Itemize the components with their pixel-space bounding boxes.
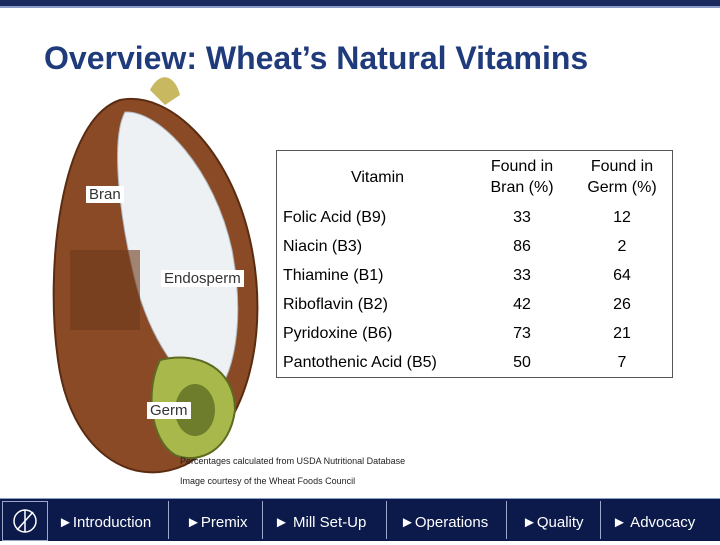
table-cell: 64 <box>613 266 631 284</box>
label: Endosperm <box>161 270 244 287</box>
table-cell: 33 <box>513 208 531 226</box>
note: Image courtesy of the Wheat Foods Counci… <box>180 476 356 486</box>
table-cell: 12 <box>613 208 631 226</box>
table-cell: Thiamine (B1) <box>283 266 384 284</box>
top-bar <box>0 0 720 8</box>
table-cell: 86 <box>513 237 531 255</box>
nav-separator <box>386 501 387 539</box>
table-cell: 42 <box>513 295 531 313</box>
table-row: Niacin (B3) 86 2 <box>277 232 673 261</box>
nav-separator <box>168 501 169 539</box>
table-cell: Pyridoxine (B6) <box>283 324 393 342</box>
logo-icon <box>13 509 37 533</box>
table-cell: 73 <box>513 324 531 342</box>
table-row: Pyridoxine (B6) 73 21 <box>277 319 673 348</box>
table-cell: 7 <box>617 353 627 371</box>
nav-item[interactable]: ►Introduction <box>58 514 152 531</box>
label: Bran <box>86 186 124 203</box>
table-cell: 33 <box>513 266 531 284</box>
header-row: Vitamin Found in Bran (%) Found in Germ … <box>277 151 673 204</box>
header-cell: Found in Bran (%) <box>490 158 554 196</box>
table-cell: Pantothenic Acid (B5) <box>283 353 437 371</box>
nav-separator <box>600 501 601 539</box>
logo[interactable] <box>2 501 48 541</box>
table-cell: Folic Acid (B9) <box>283 208 387 226</box>
nav-bar: ►Introduction ►Premix ► Mill Set-Up ►Operat… <box>0 498 720 541</box>
nav-item[interactable]: ►Operations <box>400 514 489 531</box>
table-cell: 26 <box>613 295 631 313</box>
brush <box>150 77 180 105</box>
note: Percentages calculated from USDA Nutriti… <box>180 456 406 466</box>
table-cell: Niacin (B3) <box>283 237 363 255</box>
table-row: Thiamine (B1) 33 64 <box>277 261 673 290</box>
nav-item[interactable]: ► Advocacy <box>612 514 696 531</box>
nav-item[interactable]: ►Quality <box>522 514 584 531</box>
table-row: Pantothenic Acid (B5) 50 7 <box>277 348 673 378</box>
table-row: Folic Acid (B9) 33 12 <box>277 203 673 232</box>
table-cell: Riboflavin (B2) <box>283 295 388 313</box>
nav-item[interactable]: ►Premix <box>186 514 248 531</box>
table-cell: 50 <box>513 353 531 371</box>
slide-title: Overview: Wheat’s Natural Vitamins <box>44 40 589 76</box>
nav-item[interactable]: ► Mill Set-Up <box>274 514 367 531</box>
label: Germ <box>147 402 191 419</box>
vitamin-table: Vitamin Found in Bran (%) Found in Germ … <box>276 150 673 378</box>
header-cell: Found in Germ (%) <box>587 158 657 196</box>
header-cell: Vitamin <box>350 168 405 186</box>
table-row: Riboflavin (B2) 42 26 <box>277 290 673 319</box>
nav-separator <box>506 501 507 539</box>
table-cell: 21 <box>613 324 631 342</box>
layers <box>70 250 140 330</box>
nav-separator <box>262 501 263 539</box>
table-cell: 2 <box>617 237 627 255</box>
embryo <box>175 384 215 436</box>
